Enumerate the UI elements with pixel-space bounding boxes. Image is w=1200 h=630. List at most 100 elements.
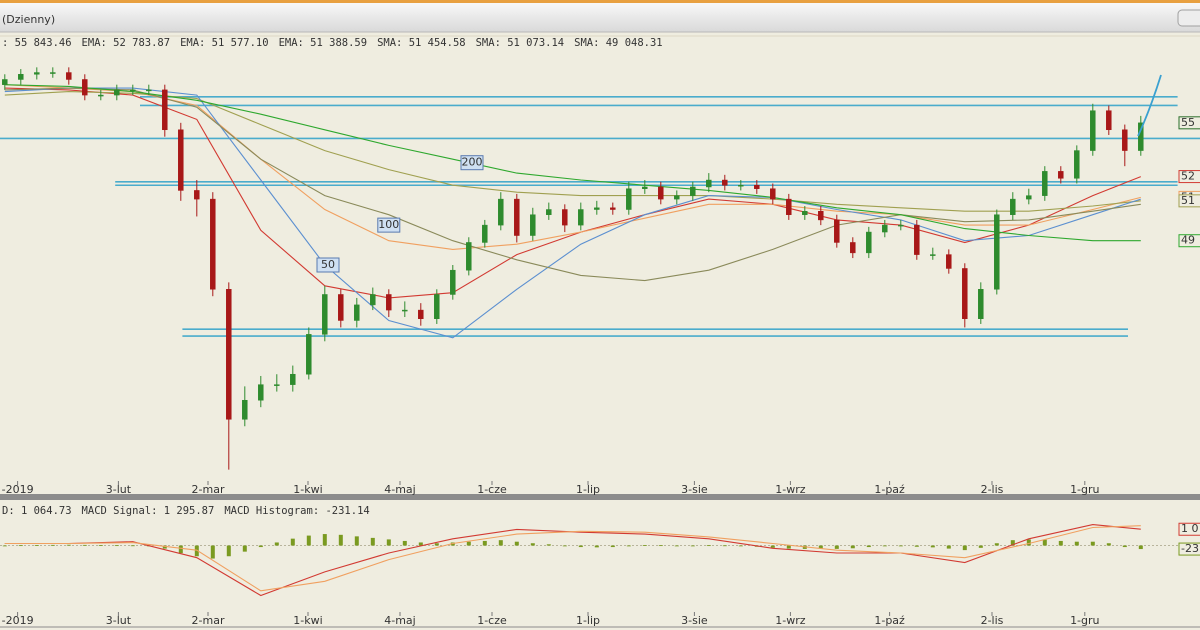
histogram-bar [594,545,599,548]
moving-average-line [4,91,1141,212]
candle-body [786,198,792,215]
candle-body [2,79,8,85]
histogram-bar [722,545,727,547]
macd-line [4,525,1141,592]
histogram-bar [498,540,503,546]
histogram-bar [674,545,679,547]
x-tick-label: 1-lip [576,483,600,496]
panel-separator [0,494,1200,500]
value-badge [1178,170,1200,184]
legend-entry: SMA: 51 073.14 [476,37,565,49]
candle-body [450,269,456,295]
histogram-bar [162,545,167,549]
x-tick-label: 1-cze [477,614,507,627]
candle-body [178,129,184,191]
annotation-label: 100 [378,218,399,231]
value-badge [1178,116,1200,130]
histogram-bar [290,538,295,546]
price-panel: : 55 843.46 EMA: 52 783.87 EMA: 51 577.10 E… [0,37,1200,496]
legend-entry: MACD Signal: 1 295.87 [82,505,215,517]
value-badge [1178,234,1200,248]
candle-body [226,289,232,420]
histogram-bar [1010,540,1015,546]
histogram-bar [338,534,343,546]
histogram-bar [818,545,823,549]
candle-body [146,89,152,92]
histogram-bar [658,545,663,547]
legend-entry: EMA: 52 783.87 [82,37,171,49]
histogram-bar [434,543,439,546]
histogram-bar [1106,543,1111,546]
legend-entry: : 55 843.46 [2,37,72,49]
x-tick-label: 2-mar [192,614,225,627]
candle-body [1026,195,1032,200]
legend-entry: D: 1 064.73 [2,505,72,517]
legend-entry: MACD Histogram: -231.14 [224,505,369,517]
x-tick-label: 4-maj [384,614,415,627]
annotation-label: 200 [462,156,483,169]
annotation-box [460,155,484,171]
histogram-bar [2,545,7,547]
x-tick-label: -2019 [2,614,34,627]
legend-entry: EMA: 51 577.10 [180,37,269,49]
x-tick-label: 3-sie [681,614,708,627]
x-tick-label: 1-gru [1070,614,1099,627]
histogram-bar [34,545,39,546]
x-tick-label: 3-lut [106,614,132,627]
histogram-bar [1058,540,1063,546]
candle-body [194,190,200,200]
histogram-bar [242,545,247,552]
moving-average-line [4,84,1141,250]
candle-body [722,179,728,186]
histogram-bar [546,544,551,546]
x-tick-label: 1-wrz [775,614,805,627]
histogram-bar [882,545,887,547]
moving-average-line [4,84,1141,242]
candle-body [1122,129,1128,151]
x-tick-label: 2-lis [981,614,1004,627]
histogram-bar [978,545,983,548]
candle-body [82,79,88,96]
window-title: (Dzienny) [2,13,55,26]
candle-body [434,294,440,319]
histogram-bar [322,534,327,546]
candle-body [242,399,248,420]
histogram-bar [914,545,919,547]
histogram-bar [994,543,999,546]
histogram-bar [930,545,935,548]
value-badge-label: 49 [1181,234,1195,247]
histogram-bar [834,545,839,549]
x-tick-label: 2-mar [192,483,225,496]
histogram-bar [178,545,183,554]
candle-body [514,198,520,236]
candle-body [258,384,264,401]
candle-body [1058,171,1064,179]
histogram-bar [578,545,583,548]
macd-line [4,524,1141,597]
x-tick-label: -2019 [2,483,34,496]
candle-body [1138,122,1144,151]
histogram-bar [642,545,647,546]
candle-body [370,294,376,306]
candle-body [626,188,632,210]
histogram-bar [1074,541,1079,546]
histogram-bar [354,536,359,546]
candle-body [338,294,344,321]
histogram-bar [306,535,311,546]
histogram-bar [562,545,567,547]
histogram-bar [1090,541,1095,546]
histogram-bar [530,543,535,546]
candle-body [418,309,424,320]
window-button[interactable] [1177,9,1200,27]
candle-body [690,186,696,196]
value-badge-label: 52 [1181,170,1195,183]
value-badge-label: -23 [1181,542,1199,555]
histogram-bar [402,540,407,546]
candle-body [882,224,888,233]
histogram-bar [82,544,87,546]
histogram-bar [66,544,71,546]
histogram-bar [466,541,471,546]
legend-entry: EMA: 51 388.59 [279,37,368,49]
title-bar [0,0,1200,32]
